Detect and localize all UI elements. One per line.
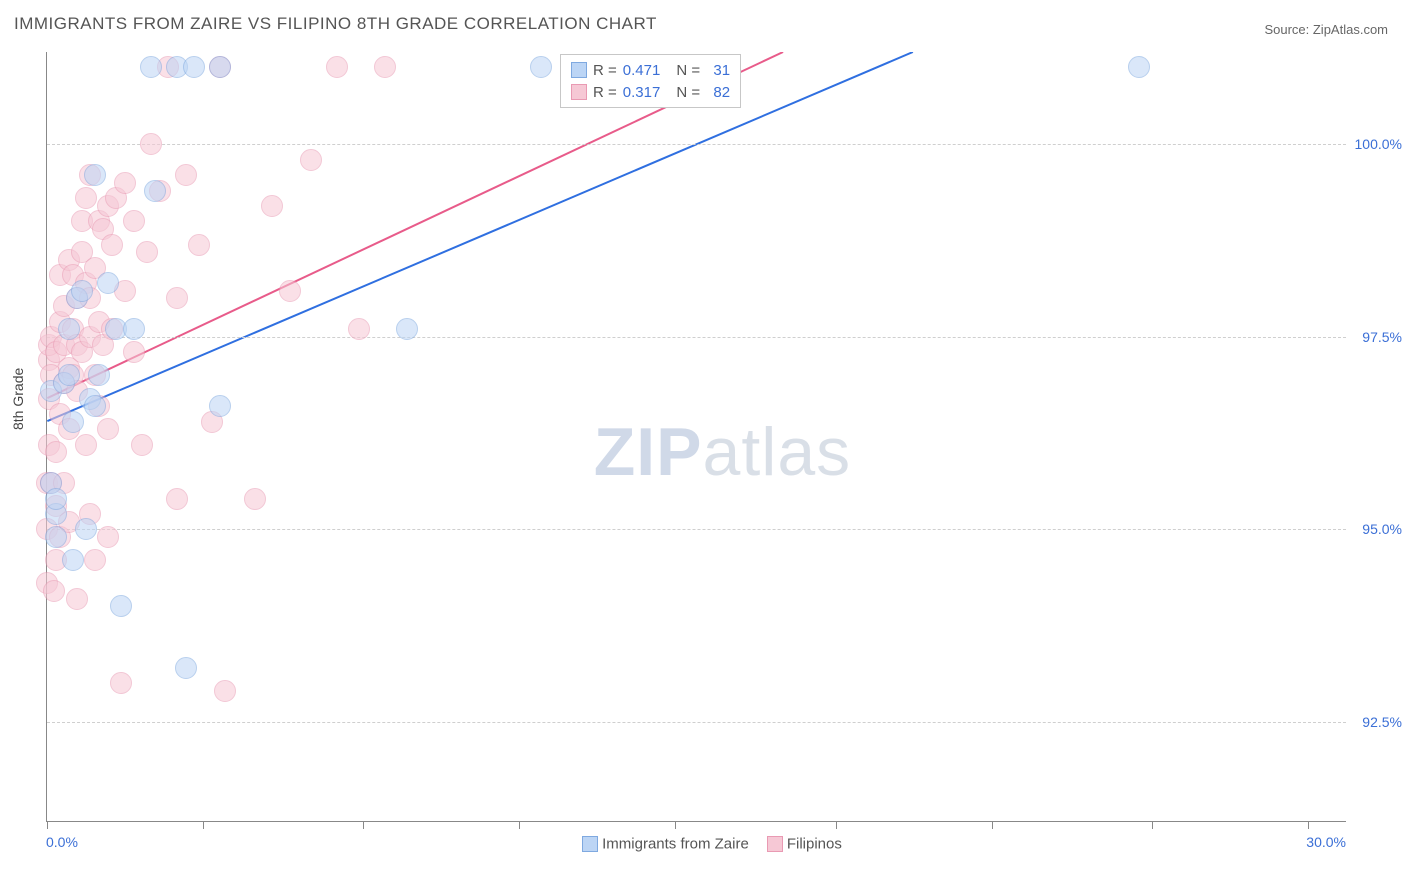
series-legend: Immigrants from Zaire Filipinos <box>0 835 1406 853</box>
scatter-point <box>88 364 110 386</box>
legend-swatch <box>571 84 587 100</box>
scatter-point <box>279 280 301 302</box>
legend-n-value: 82 <box>706 84 730 101</box>
scatter-point <box>84 549 106 571</box>
scatter-point <box>75 434 97 456</box>
scatter-point <box>140 133 162 155</box>
scatter-point <box>348 318 370 340</box>
scatter-point <box>43 580 65 602</box>
x-axis-tick <box>1152 821 1153 829</box>
scatter-point <box>166 488 188 510</box>
scatter-point <box>261 195 283 217</box>
gridline-h <box>47 144 1346 145</box>
scatter-point <box>374 56 396 78</box>
chart-title: IMMIGRANTS FROM ZAIRE VS FILIPINO 8TH GR… <box>14 14 657 34</box>
scatter-point <box>214 680 236 702</box>
gridline-h <box>47 722 1346 723</box>
scatter-point <box>58 364 80 386</box>
gridline-h <box>47 529 1346 530</box>
x-axis-tick <box>836 821 837 829</box>
scatter-point <box>75 518 97 540</box>
scatter-point <box>123 318 145 340</box>
scatter-point <box>136 241 158 263</box>
legend-swatch <box>767 836 783 852</box>
scatter-point <box>530 56 552 78</box>
y-axis-tick-label: 97.5% <box>1362 329 1402 345</box>
scatter-point <box>110 595 132 617</box>
scatter-point <box>114 172 136 194</box>
legend-r-label: R = <box>593 84 617 101</box>
scatter-point <box>84 164 106 186</box>
y-axis-tick-label: 100.0% <box>1355 136 1402 152</box>
scatter-point <box>71 280 93 302</box>
watermark-zip: ZIP <box>594 414 703 490</box>
scatter-point <box>144 180 166 202</box>
scatter-point <box>110 672 132 694</box>
trend-lines <box>47 52 1346 821</box>
scatter-point <box>97 418 119 440</box>
scatter-point <box>244 488 266 510</box>
scatter-point <box>62 549 84 571</box>
scatter-point <box>123 341 145 363</box>
x-axis-tick <box>1308 821 1309 829</box>
legend-label: Filipinos <box>787 836 842 853</box>
scatter-point <box>45 526 67 548</box>
scatter-point <box>66 588 88 610</box>
scatter-point <box>97 526 119 548</box>
scatter-point <box>209 395 231 417</box>
trend-line <box>47 52 913 421</box>
scatter-point <box>75 187 97 209</box>
plot-area: ZIPatlas 92.5%95.0%97.5%100.0% <box>46 52 1346 822</box>
x-axis-tick <box>363 821 364 829</box>
scatter-point <box>188 234 210 256</box>
x-axis-tick <box>992 821 993 829</box>
scatter-point <box>183 56 205 78</box>
x-axis-tick <box>519 821 520 829</box>
legend-row: R = 0.317 N = 82 <box>571 81 730 103</box>
scatter-point <box>84 395 106 417</box>
scatter-point <box>45 488 67 510</box>
gridline-h <box>47 337 1346 338</box>
scatter-point <box>45 441 67 463</box>
y-axis-tick-label: 95.0% <box>1362 521 1402 537</box>
x-axis-tick <box>675 821 676 829</box>
watermark: ZIPatlas <box>594 413 851 491</box>
legend-row: R = 0.471 N = 31 <box>571 59 730 81</box>
scatter-point <box>97 272 119 294</box>
watermark-atlas: atlas <box>703 414 852 490</box>
scatter-point <box>175 164 197 186</box>
legend-r-value: 0.471 <box>623 62 661 79</box>
scatter-point <box>175 657 197 679</box>
scatter-point <box>131 434 153 456</box>
y-axis-title: 8th Grade <box>10 368 26 430</box>
legend-n-label: N = <box>676 84 700 101</box>
source-attribution: Source: ZipAtlas.com <box>1264 22 1388 37</box>
legend-label: Immigrants from Zaire <box>602 836 749 853</box>
y-axis-tick-label: 92.5% <box>1362 714 1402 730</box>
legend-swatch <box>582 836 598 852</box>
legend-n-value: 31 <box>706 62 730 79</box>
scatter-point <box>326 56 348 78</box>
legend-swatch <box>571 62 587 78</box>
scatter-point <box>1128 56 1150 78</box>
scatter-point <box>123 210 145 232</box>
correlation-legend: R = 0.471 N = 31 R = 0.317 N = 82 <box>560 54 741 108</box>
x-axis-tick <box>203 821 204 829</box>
scatter-point <box>140 56 162 78</box>
scatter-point <box>396 318 418 340</box>
scatter-point <box>209 56 231 78</box>
scatter-point <box>166 287 188 309</box>
x-axis-tick <box>47 821 48 829</box>
scatter-point <box>58 318 80 340</box>
legend-r-label: R = <box>593 62 617 79</box>
scatter-point <box>300 149 322 171</box>
scatter-point <box>62 411 84 433</box>
legend-r-value: 0.317 <box>623 84 661 101</box>
scatter-point <box>101 234 123 256</box>
legend-n-label: N = <box>676 62 700 79</box>
